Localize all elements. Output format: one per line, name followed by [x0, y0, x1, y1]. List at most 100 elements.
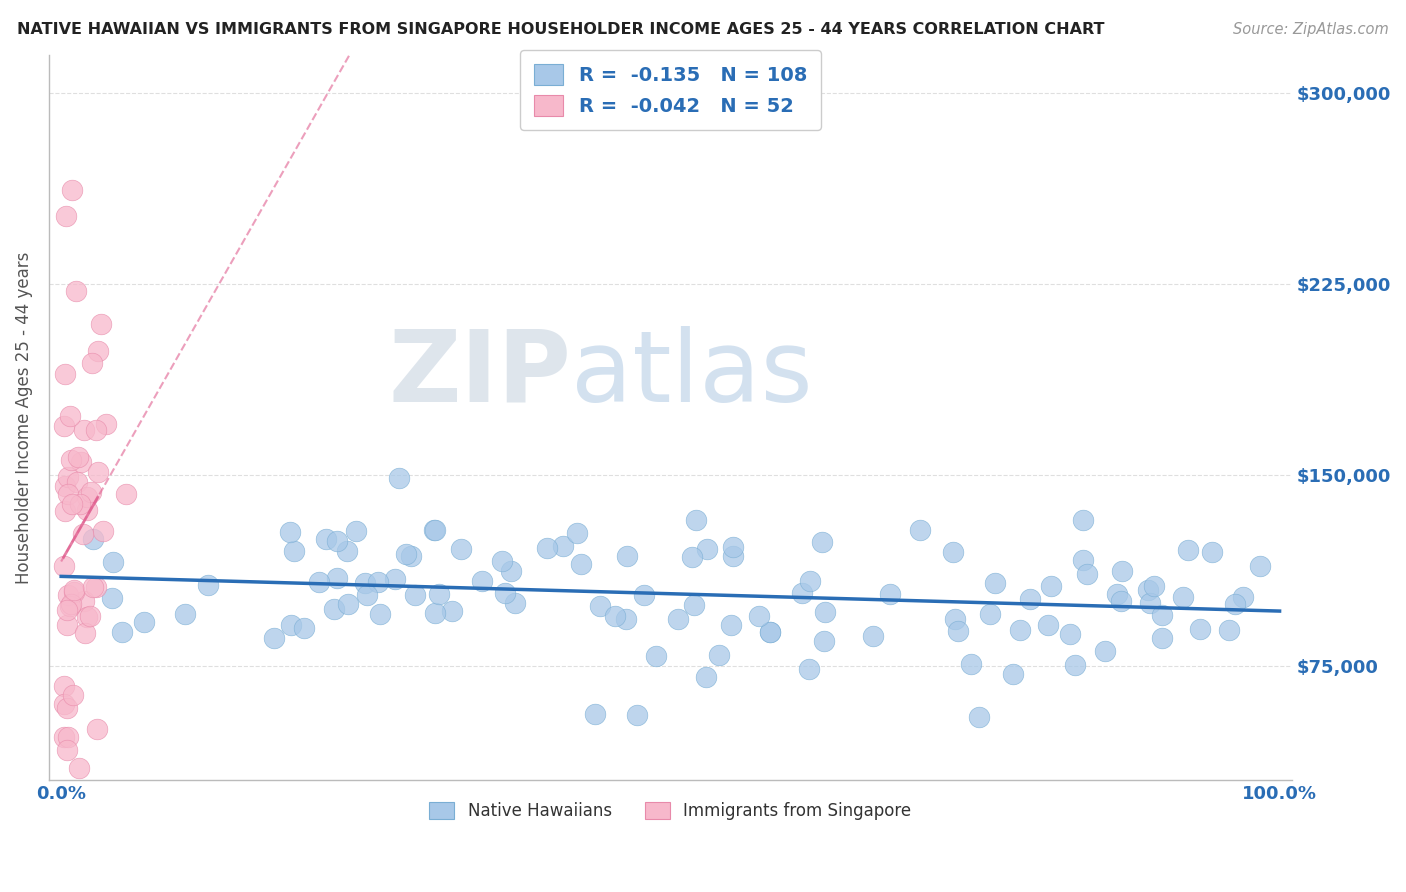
Text: atlas: atlas — [571, 326, 813, 423]
Point — [1249, 558, 1271, 573]
Point — [499, 564, 522, 578]
Point — [1019, 592, 1042, 607]
Point — [666, 612, 689, 626]
Point — [308, 575, 330, 590]
Point — [1111, 564, 1133, 578]
Point — [908, 523, 931, 537]
Point — [62, 585, 84, 599]
Point — [325, 533, 347, 548]
Point — [682, 598, 704, 612]
Point — [86, 580, 108, 594]
Point — [384, 572, 406, 586]
Point — [942, 545, 965, 559]
Point — [450, 542, 472, 557]
Point — [1105, 587, 1128, 601]
Point — [323, 602, 346, 616]
Point — [101, 591, 124, 606]
Point — [86, 343, 108, 358]
Point — [1063, 658, 1085, 673]
Y-axis label: Householder Income Ages 25 - 44 years: Householder Income Ages 25 - 44 years — [15, 252, 32, 584]
Point — [1036, 618, 1059, 632]
Point — [395, 547, 418, 561]
Point — [1171, 591, 1194, 605]
Point — [626, 707, 648, 722]
Point — [862, 629, 884, 643]
Point — [84, 423, 107, 437]
Point — [76, 610, 98, 624]
Point — [1109, 594, 1132, 608]
Point — [73, 594, 96, 608]
Text: Source: ZipAtlas.com: Source: ZipAtlas.com — [1233, 22, 1389, 37]
Point — [52, 730, 75, 744]
Point — [63, 582, 86, 597]
Point — [1150, 631, 1173, 645]
Point — [696, 542, 718, 557]
Point — [721, 549, 744, 563]
Point — [59, 597, 82, 611]
Point — [423, 523, 446, 537]
Point — [569, 557, 592, 571]
Point — [66, 450, 89, 465]
Point — [811, 534, 834, 549]
Point — [114, 487, 136, 501]
Point — [280, 617, 302, 632]
Point — [87, 465, 110, 479]
Point — [134, 615, 156, 629]
Point — [111, 625, 134, 640]
Point — [62, 183, 84, 197]
Point — [583, 707, 606, 722]
Point — [325, 571, 347, 585]
Point — [1039, 579, 1062, 593]
Point — [56, 470, 79, 484]
Point — [72, 527, 94, 541]
Point — [67, 761, 90, 775]
Point — [101, 555, 124, 569]
Point — [173, 607, 195, 622]
Point — [73, 626, 96, 640]
Point — [91, 524, 114, 538]
Point — [56, 730, 79, 744]
Point — [52, 679, 75, 693]
Point — [52, 698, 75, 712]
Point — [65, 284, 87, 298]
Point — [70, 455, 93, 469]
Point — [720, 617, 742, 632]
Point — [53, 367, 76, 381]
Point — [367, 575, 389, 590]
Point — [197, 578, 219, 592]
Text: ZIP: ZIP — [388, 326, 571, 423]
Point — [52, 419, 75, 434]
Point — [56, 701, 79, 715]
Point — [59, 599, 82, 614]
Point — [471, 574, 494, 589]
Point — [69, 497, 91, 511]
Point — [80, 356, 103, 370]
Point — [1010, 623, 1032, 637]
Legend: Native Hawaiians, Immigrants from Singapore: Native Hawaiians, Immigrants from Singap… — [423, 795, 918, 826]
Point — [427, 587, 450, 601]
Point — [633, 588, 655, 602]
Point — [946, 624, 969, 638]
Point — [721, 540, 744, 554]
Point — [967, 709, 990, 723]
Point — [82, 533, 104, 547]
Point — [814, 605, 837, 619]
Point — [404, 588, 426, 602]
Point — [565, 526, 588, 541]
Point — [79, 485, 101, 500]
Point — [56, 588, 79, 602]
Point — [86, 722, 108, 736]
Point — [292, 621, 315, 635]
Point — [73, 424, 96, 438]
Point — [813, 634, 835, 648]
Point — [589, 599, 612, 613]
Point — [1059, 627, 1081, 641]
Point — [60, 498, 83, 512]
Point — [707, 648, 730, 662]
Point — [979, 607, 1001, 621]
Point — [1189, 622, 1212, 636]
Point — [280, 525, 302, 540]
Point — [960, 657, 983, 671]
Point — [879, 587, 901, 601]
Point — [1232, 591, 1254, 605]
